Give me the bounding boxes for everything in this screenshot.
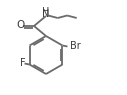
- Text: H: H: [42, 7, 49, 17]
- Text: N: N: [42, 9, 49, 19]
- Text: F: F: [20, 59, 25, 68]
- Text: Br: Br: [70, 41, 81, 51]
- Text: O: O: [17, 21, 25, 30]
